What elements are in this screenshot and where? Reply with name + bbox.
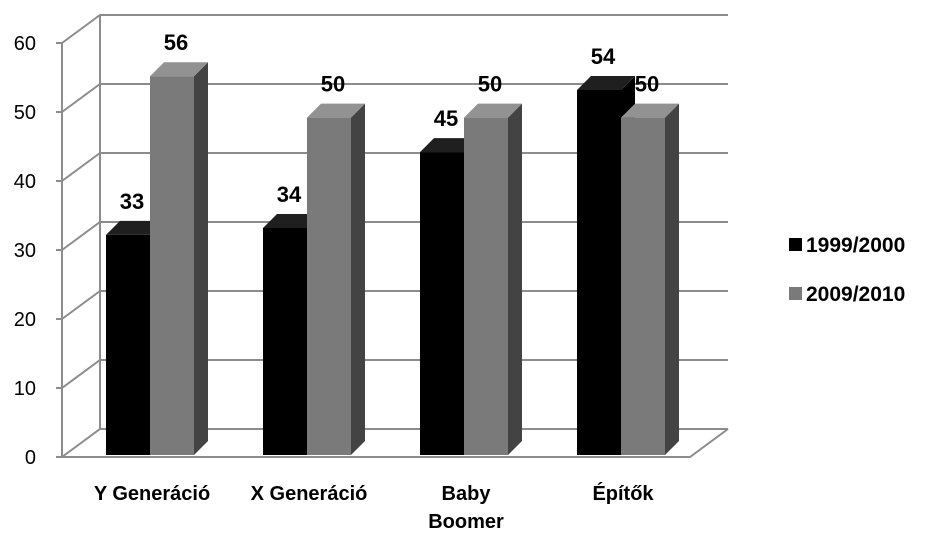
bar-front — [577, 90, 621, 455]
bar-top — [150, 62, 208, 77]
bar-side — [665, 103, 679, 455]
legend-swatch — [789, 287, 802, 300]
data-label: 50 — [635, 72, 659, 97]
bar-top — [307, 103, 365, 118]
bar-top — [420, 138, 478, 153]
y-tick-label: 60 — [14, 33, 36, 55]
bar-2009-2010-2 — [464, 103, 522, 455]
legend-label: 2009/2010 — [806, 283, 905, 306]
y-tick-label: 10 — [14, 378, 36, 400]
bar-front — [150, 76, 194, 455]
data-label: 50 — [478, 72, 502, 97]
y-tick-label: 0 — [25, 447, 36, 469]
y-tick-label: 20 — [14, 309, 36, 331]
bar-top — [577, 76, 635, 90]
bar-front — [621, 117, 665, 455]
bar-front — [464, 117, 508, 455]
x-category-label-line: Boomer — [428, 511, 504, 533]
bar-side — [351, 103, 365, 455]
bar-top — [621, 103, 679, 118]
bar-2009-2010-0 — [150, 62, 208, 455]
legend-label: 1999/2000 — [806, 234, 905, 257]
bar-2009-2010-3 — [621, 103, 679, 455]
bar-top — [263, 214, 321, 228]
gridline — [61, 83, 728, 113]
bar-2009-2010-1 — [307, 103, 365, 455]
x-category-label: Y Generáció — [94, 483, 210, 505]
bar-side — [194, 62, 208, 455]
data-label: 56 — [164, 30, 188, 55]
data-label: 54 — [591, 44, 616, 69]
bar-front — [263, 228, 307, 455]
bar-side — [508, 103, 522, 455]
data-label: 50 — [321, 72, 345, 97]
legend-swatch — [789, 238, 802, 251]
bar-front — [106, 234, 150, 455]
y-axis-tick-labels: 0 10 20 30 40 50 60 — [14, 33, 36, 469]
bar-top — [464, 103, 522, 118]
data-label: 34 — [277, 182, 302, 207]
data-labels: 33 56 34 50 45 50 54 50 — [120, 30, 659, 214]
x-category-label-line: Építők — [592, 482, 654, 505]
x-axis-category-labels: Y Generáció X Generáció Baby Boomer Építők — [94, 482, 655, 533]
gridline — [61, 14, 728, 44]
bars — [106, 62, 679, 455]
x-category-label-line: Baby — [442, 483, 492, 505]
x-category-label-line: X Generáció — [251, 483, 368, 505]
bar-front — [307, 117, 351, 455]
bar-top — [106, 220, 164, 235]
floor-edge — [62, 428, 729, 458]
y-tick-label: 40 — [14, 171, 36, 193]
x-category-label: Építők — [592, 482, 654, 505]
y-tick-label: 30 — [14, 240, 36, 262]
data-label: 45 — [434, 106, 458, 131]
x-category-label: Baby Boomer — [428, 483, 504, 533]
x-category-label-line: Y Generáció — [94, 483, 210, 505]
y-tick-label: 50 — [14, 102, 36, 124]
legend: 1999/2000 2009/2010 — [789, 234, 905, 306]
x-category-label: X Generáció — [251, 483, 368, 505]
data-label: 33 — [120, 189, 144, 214]
bar-front — [420, 152, 464, 455]
